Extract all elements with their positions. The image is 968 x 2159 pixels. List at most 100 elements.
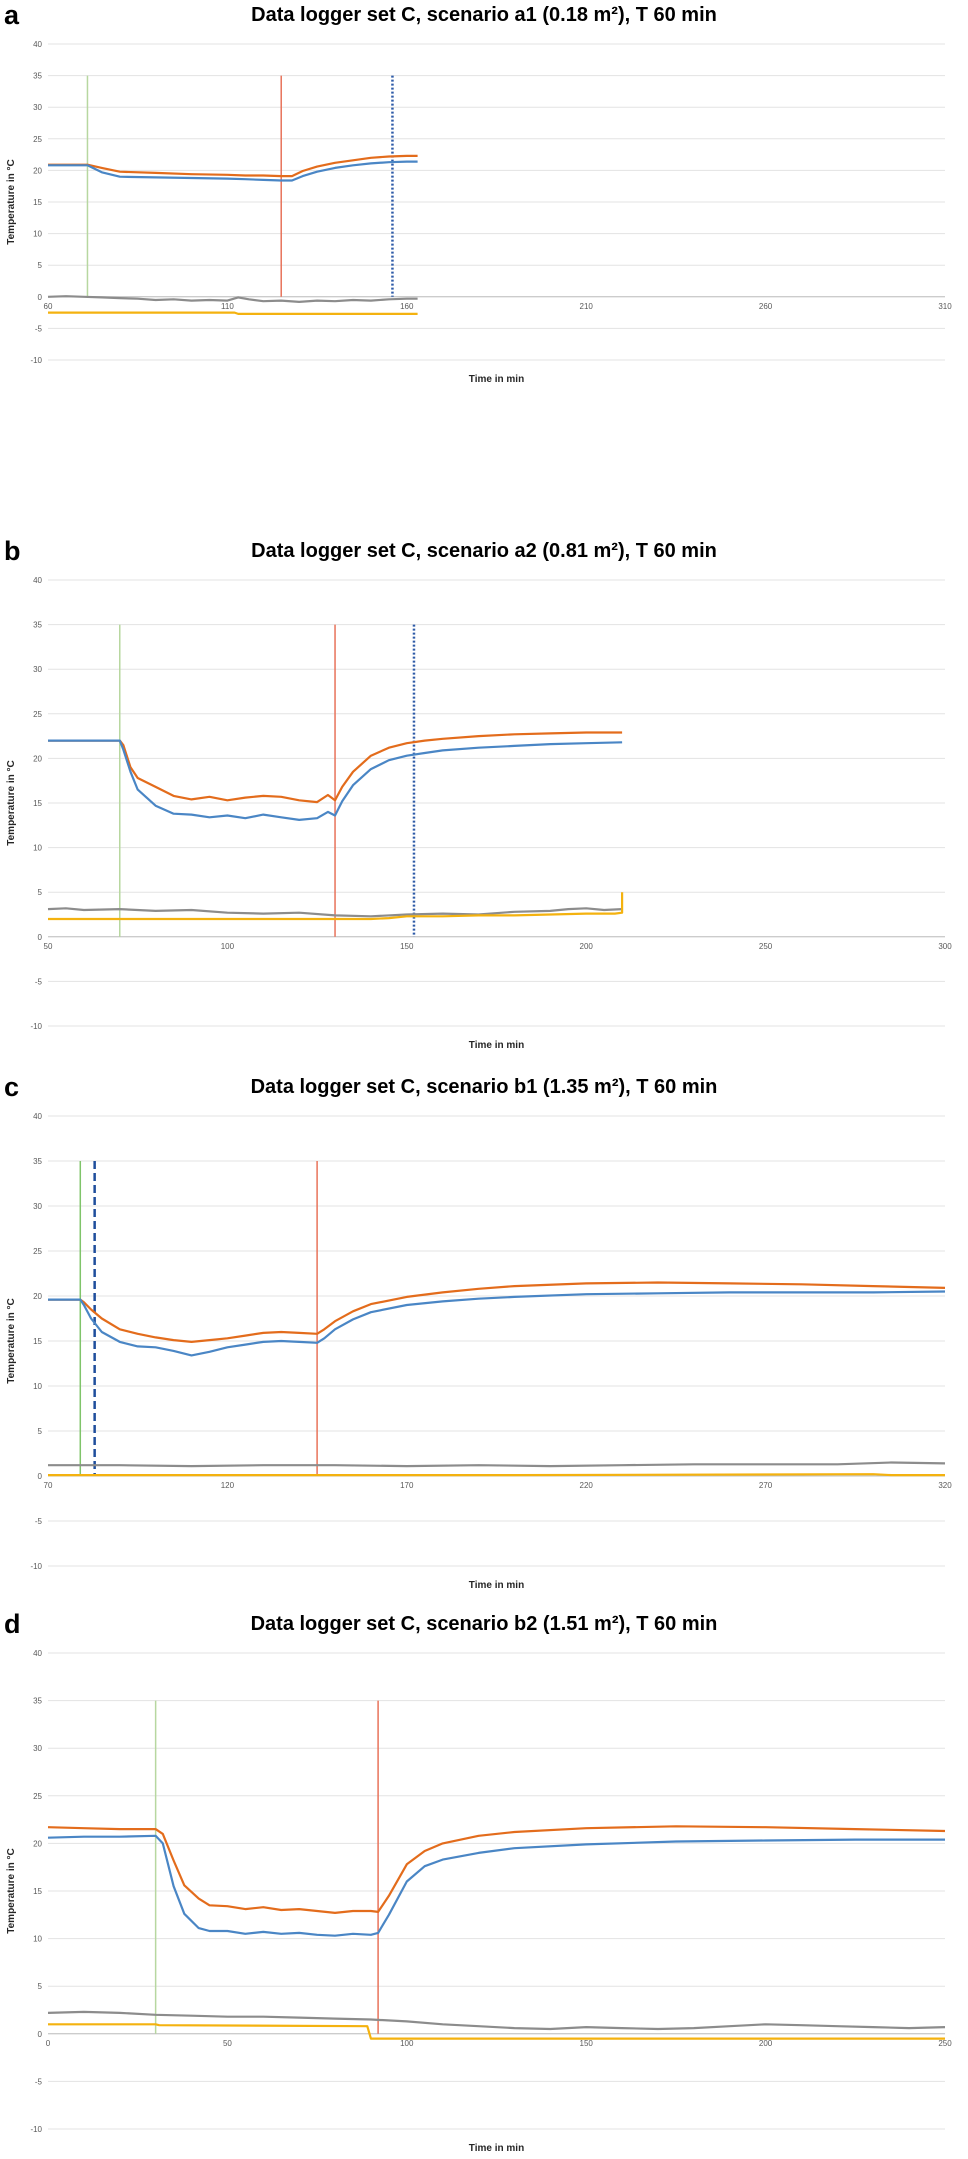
y-tick-label: 35 [33, 1697, 42, 1706]
chart-title: Data logger set C, scenario a2 (0.81 m²)… [251, 540, 717, 562]
y-tick-label: 5 [38, 261, 43, 270]
y-tick-label: 35 [33, 1157, 42, 1166]
y-tick-label: 40 [33, 40, 42, 49]
x-tick-label: 120 [221, 1481, 235, 1490]
y-tick-label: -5 [35, 2077, 43, 2086]
x-tick-label: 100 [400, 2039, 414, 2048]
panel-letter: d [4, 1609, 21, 1639]
y-tick-label: 30 [33, 103, 42, 112]
x-tick-label: 100 [221, 942, 235, 951]
y-tick-label: 30 [33, 665, 42, 674]
y-tick-label: 0 [38, 2030, 43, 2039]
series-line [48, 1290, 946, 1357]
panel-letter: c [4, 1072, 20, 1102]
x-tick-label: 250 [938, 2039, 952, 2048]
y-tick-label: 15 [33, 1337, 42, 1346]
y-tick-label: -10 [30, 2125, 42, 2134]
series-line [48, 160, 418, 182]
y-axis-label: Temperature in °C [6, 1848, 17, 1934]
x-tick-label: 200 [759, 2039, 773, 2048]
x-tick-label: 310 [938, 302, 952, 311]
series-line [48, 2023, 945, 2040]
y-axis-label: Temperature in °C [6, 760, 17, 846]
y-tick-label: -10 [30, 1562, 42, 1571]
x-tick-label: 170 [400, 1481, 414, 1490]
y-tick-label: 20 [33, 754, 42, 763]
x-tick-label: 150 [580, 2039, 594, 2048]
x-tick-label: 50 [223, 2039, 232, 2048]
x-tick-label: 110 [221, 302, 234, 311]
x-tick-label: 220 [580, 1481, 594, 1490]
y-tick-label: 20 [33, 1839, 42, 1848]
series-line [48, 154, 418, 178]
y-tick-label: 10 [33, 230, 42, 239]
panel-letter: b [4, 536, 21, 566]
y-tick-label: 30 [33, 1202, 42, 1211]
y-tick-label: 35 [33, 621, 42, 630]
y-tick-label: 0 [38, 933, 43, 942]
y-tick-label: -5 [35, 977, 43, 986]
series-line [48, 311, 418, 315]
chart-panel-b: b Data logger set C, scenario a2 (0.81 m… [0, 536, 968, 1072]
x-tick-label: 160 [400, 302, 414, 311]
x-tick-label: 250 [759, 942, 773, 951]
y-tick-label: -10 [30, 356, 42, 365]
series-line [47, 2010, 946, 2031]
chart-panel-a: a Data logger set C, scenario a1 (0.18 m… [0, 0, 968, 390]
x-axis-label: Time in min [469, 2143, 524, 2154]
y-tick-label: 15 [33, 198, 42, 207]
x-tick-label: 70 [44, 1481, 53, 1490]
x-tick-label: 270 [759, 1481, 773, 1490]
y-tick-label: -5 [35, 1517, 43, 1526]
y-tick-label: 25 [33, 1247, 42, 1256]
chart-title: Data logger set C, scenario b1 (1.35 m²)… [250, 1076, 718, 1098]
y-tick-label: 30 [33, 1744, 42, 1753]
x-tick-label: 260 [759, 302, 773, 311]
y-tick-label: 0 [38, 1472, 43, 1481]
series-line [47, 1825, 946, 1914]
y-tick-label: 5 [38, 1982, 43, 1991]
line-chart: -10 -5 0 5 10 15 20 25 30 35 40 60 110 160 210 260 310 Ti… [6, 40, 952, 385]
y-tick-label: 35 [33, 72, 42, 81]
series-line [48, 1461, 946, 1468]
x-axis-label: Time in min [469, 1040, 524, 1051]
x-tick-label: 150 [400, 942, 414, 951]
series-line [48, 739, 623, 821]
y-tick-label: 40 [33, 576, 42, 585]
x-axis-label: Time in min [469, 374, 524, 385]
line-chart: -10 -5 0 5 10 15 20 25 30 35 40 50 100 150 200 250 300 Ti… [6, 576, 952, 1051]
y-tick-label: -10 [30, 1022, 42, 1031]
x-tick-label: 50 [44, 942, 53, 951]
x-tick-label: 320 [938, 1481, 952, 1490]
x-tick-label: 0 [46, 2039, 51, 2048]
series-line [48, 731, 623, 804]
y-tick-label: 25 [33, 710, 42, 719]
y-tick-label: 10 [33, 844, 42, 853]
series-line [48, 1473, 945, 1477]
y-tick-label: -5 [35, 324, 43, 333]
y-tick-label: 40 [33, 1112, 42, 1121]
y-tick-label: 40 [33, 1649, 42, 1658]
series-line [47, 295, 418, 303]
panel-letter: a [4, 0, 20, 30]
series-line [47, 907, 623, 918]
chart-panel-c: c Data logger set C, scenario b1 (1.35 m… [0, 1072, 968, 1608]
y-tick-label: 10 [33, 1382, 42, 1391]
x-tick-label: 210 [580, 302, 594, 311]
y-tick-label: 5 [38, 888, 43, 897]
y-axis-label: Temperature in °C [6, 159, 17, 245]
series-line [48, 1281, 946, 1343]
x-tick-label: 200 [580, 942, 594, 951]
x-axis-label: Time in min [469, 1580, 524, 1591]
y-tick-label: 20 [33, 1292, 42, 1301]
line-chart: -10 -5 0 5 10 15 20 25 30 35 40 0 50 100 150 200 250 Time… [6, 1649, 952, 2154]
y-tick-label: 25 [33, 135, 42, 144]
chart-title: Data logger set C, scenario a1 (0.18 m²)… [251, 4, 717, 26]
line-chart: -10 -5 0 5 10 15 20 25 30 35 40 70 120 170 220 270 320 Ti… [6, 1112, 952, 1591]
y-tick-label: 15 [33, 799, 42, 808]
x-tick-label: 60 [44, 302, 53, 311]
y-tick-label: 10 [33, 1935, 42, 1944]
chart-title: Data logger set C, scenario b2 (1.51 m²)… [250, 1613, 718, 1635]
y-tick-label: 15 [33, 1887, 42, 1896]
series-line [48, 892, 624, 921]
